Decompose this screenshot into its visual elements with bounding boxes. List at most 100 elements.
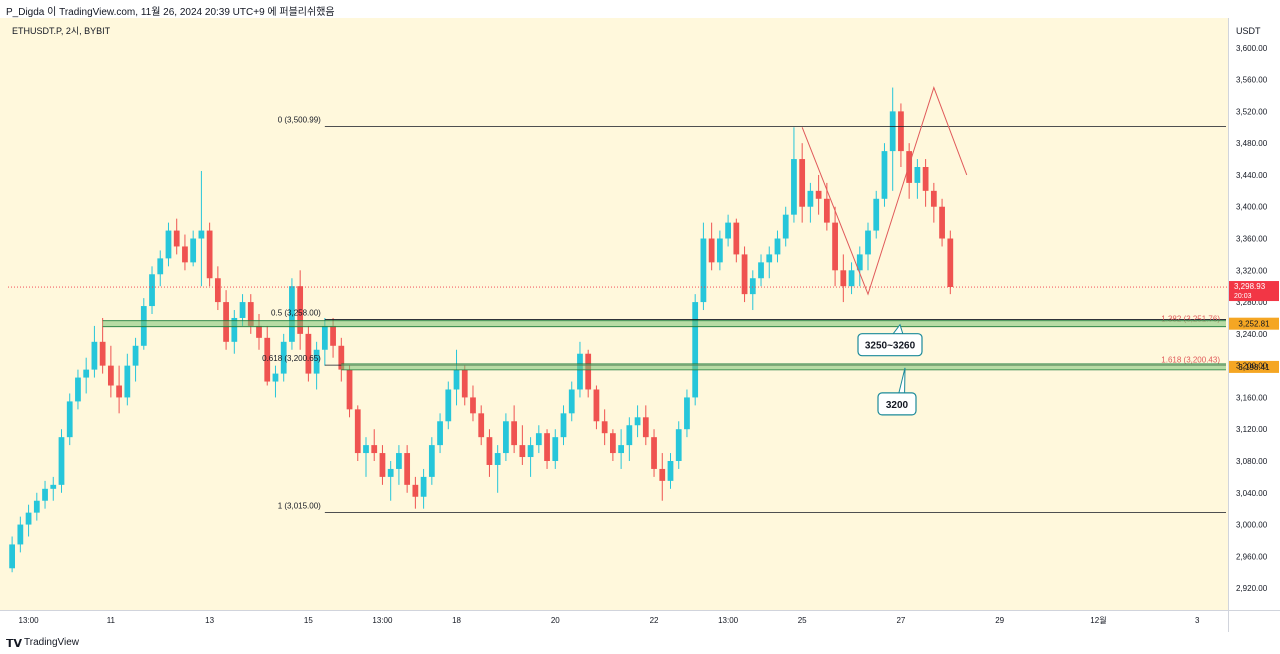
candle-body [692,302,699,398]
candle [363,437,369,477]
candle [66,393,73,446]
candle-body [470,397,476,414]
candle-body [75,377,81,402]
candle [99,317,106,374]
candle-body [214,278,221,303]
candle-body [799,159,806,207]
candle [25,504,32,537]
candle-body [149,274,155,307]
candle [50,476,57,501]
candle [346,365,353,418]
candle-body [247,302,254,326]
candles-layer [9,87,954,573]
candle [568,381,575,422]
extension-level-label: 1.618 (3,200.43) [1161,355,1220,364]
candle-body [906,151,913,183]
candle [387,461,394,501]
candle-body [873,198,880,231]
candle-body [124,365,131,398]
fib-level-label: 0 (3,500.99) [278,115,321,124]
candle [297,270,304,350]
candle [601,409,608,446]
candle-body [83,369,90,378]
candle-body [297,286,304,334]
candle [404,445,411,493]
candle [840,254,847,303]
symbol-legend[interactable]: ETHUSDT.P, 2시, BYBIT [12,26,111,36]
candle [272,365,279,398]
time-tick-label: 13:00 [718,616,739,625]
support-zone-band [341,363,1226,370]
candle [124,353,131,406]
price-unit-label[interactable]: USDT [1236,26,1261,36]
candle-body [107,365,114,386]
candle-body [659,468,666,481]
candle-body [379,453,386,477]
candle-body [404,453,411,485]
price-tick-label: 3,520.00 [1236,107,1268,116]
price-tick-label: 3,400.00 [1236,203,1268,212]
candle [552,429,559,469]
candle-body [642,417,649,438]
candle [889,87,896,191]
candle-body [25,512,32,525]
price-tick-label: 2,920.00 [1236,584,1268,593]
candle-body [289,286,295,342]
candle [470,385,476,422]
time-axis[interactable] [0,610,1228,633]
candle-body [856,254,863,271]
footer: 𝗧𝗩 TradingView [0,632,1280,654]
publisher-line: P_Digda 이 TradingView.com, 11월 26, 2024 … [6,7,335,18]
candle [198,170,205,287]
time-axis-labels: 13:00 11 13 15 13:00 18 20 22 13:00 25 27 29 12월 3 [19,615,1200,625]
candle-body [478,413,485,438]
candle [642,405,649,446]
price-axis[interactable] [1228,18,1280,610]
price-tick-label: 3,440.00 [1236,171,1268,180]
candle [881,143,888,207]
candle [420,468,427,509]
zone-price-tag-label: 3,252.81 [1238,320,1270,329]
candle [511,405,518,454]
candle-body [42,488,48,501]
chart-pane[interactable] [0,18,1228,610]
candle-body [313,349,320,374]
candle-body [256,325,262,338]
candle [832,206,838,287]
candle-body [50,484,57,489]
candle-body [634,417,641,426]
candle [939,198,945,247]
candle [741,246,748,303]
candle [865,222,871,271]
candle-body [922,167,929,191]
candle [527,437,534,477]
candle-body [610,433,616,454]
candle-body [461,369,468,398]
candle-body [725,222,731,239]
candle [634,405,641,438]
candle-body [675,429,682,461]
candle [651,429,657,477]
candle-body [823,198,830,223]
time-tick-label: 11 [107,616,116,625]
candle-body [272,373,279,382]
candle [519,425,526,465]
candle [91,325,98,378]
time-tick-label: 22 [650,616,659,625]
candle-body [865,230,871,255]
candle-body [165,230,172,259]
callout-pointer [892,323,904,334]
candle [758,254,764,287]
candle-body [519,445,526,458]
candle [182,234,188,271]
candle-body [848,270,855,287]
candle [733,218,740,263]
candle-body [733,222,740,255]
candle [33,492,40,521]
candle [338,337,345,382]
candle-body [173,230,180,247]
candle [774,230,781,263]
candle [692,294,699,406]
candle [725,214,731,247]
